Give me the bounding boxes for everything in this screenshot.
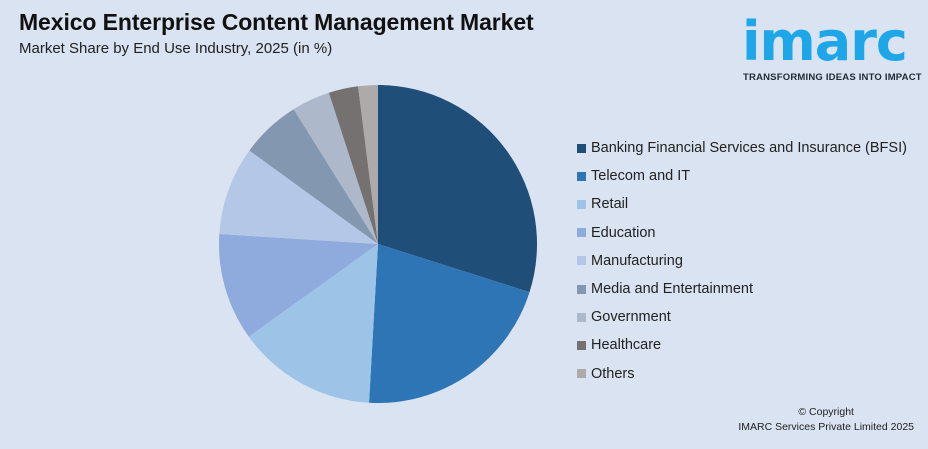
pie-slice: [219, 150, 378, 244]
pie-chart: [215, 81, 541, 407]
legend-swatch-icon: [577, 340, 586, 350]
legend-item: Government: [577, 303, 907, 331]
legend-swatch-icon: [577, 369, 586, 379]
pie-slice: [328, 86, 378, 245]
copyright-company: IMARC Services Private Limited 2025: [738, 421, 914, 433]
chart-subtitle: Market Share by End Use Industry, 2025 (…: [19, 40, 333, 57]
legend-label: Manufacturing: [591, 252, 683, 269]
copyright-line: © Copyright: [798, 406, 854, 418]
legend-label: Government: [591, 309, 671, 326]
legend-swatch-icon: [577, 199, 586, 209]
pie-slice: [219, 234, 378, 337]
legend-item: Media and Entertainment: [577, 275, 907, 303]
legend-label: Healthcare: [591, 337, 662, 354]
pie-svg: [219, 85, 537, 403]
legend-item: Telecom and IT: [577, 162, 907, 190]
legend-swatch-icon: [577, 171, 586, 181]
legend-item: Banking Financial Services and Insurance…: [577, 134, 907, 162]
legend-label: Others: [591, 365, 635, 382]
legend-label: Education: [591, 224, 656, 241]
legend-label: Retail: [591, 196, 629, 213]
legend-label: Telecom and IT: [591, 168, 691, 185]
legend-item: Manufacturing: [577, 247, 907, 275]
copyright: © Copyright IMARC Services Private Limit…: [738, 405, 914, 435]
logo-tagline: TRANSFORMING IDEAS INTO IMPACT: [743, 72, 922, 83]
pie-slice: [293, 92, 378, 244]
legend-swatch-icon: [577, 312, 586, 322]
pie-slice: [369, 244, 530, 403]
legend-label: Media and Entertainment: [591, 281, 754, 298]
pie-slice: [378, 85, 537, 293]
legend-swatch-icon: [577, 228, 586, 238]
imarc-logo: imarc TRANSFORMING IDEAS INTO IMPACT: [738, 6, 922, 86]
legend-item: Retail: [577, 190, 907, 218]
legend-item: Others: [577, 360, 907, 388]
logo-wordmark: imarc: [742, 10, 908, 73]
legend-label: Banking Financial Services and Insurance…: [591, 140, 907, 157]
pie-slice: [248, 244, 378, 403]
pie-slice: [358, 85, 378, 244]
legend-item: Healthcare: [577, 331, 907, 359]
legend-item: Education: [577, 219, 907, 247]
pie-slice: [249, 109, 378, 244]
legend-swatch-icon: [577, 284, 586, 294]
legend-swatch-icon: [577, 256, 586, 266]
legend-swatch-icon: [577, 143, 586, 153]
legend: Banking Financial Services and Insurance…: [577, 134, 907, 388]
chart-title: Mexico Enterprise Content Management Mar…: [19, 9, 534, 35]
